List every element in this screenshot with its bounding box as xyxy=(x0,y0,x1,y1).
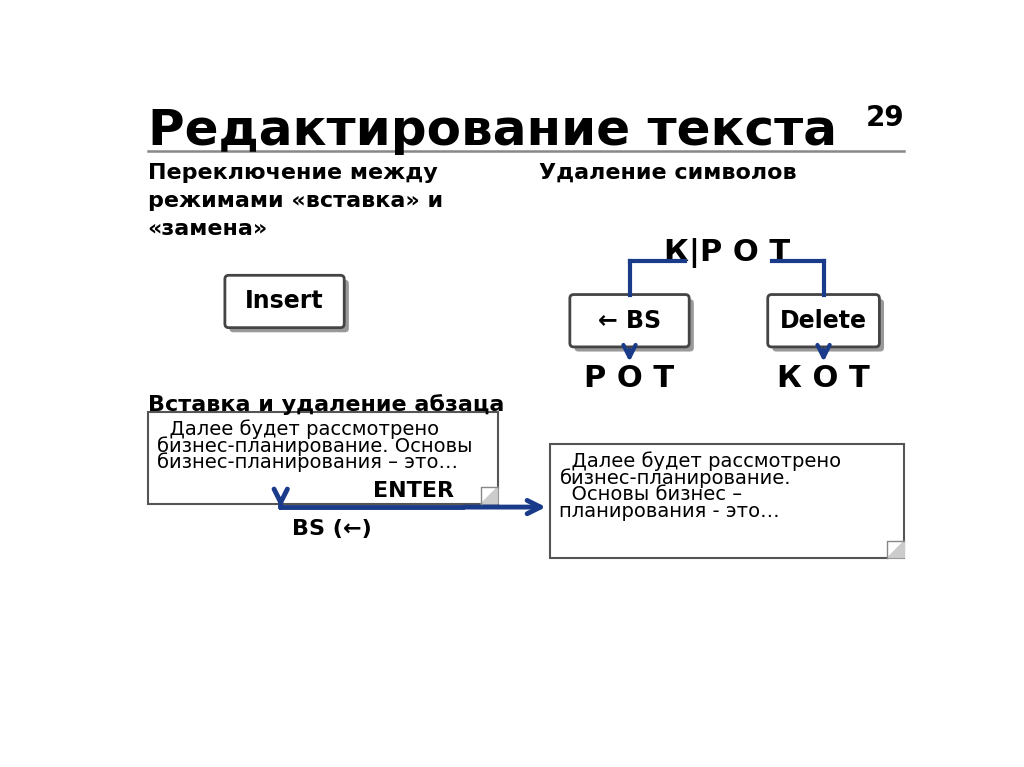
FancyBboxPatch shape xyxy=(569,295,689,347)
Text: Основы бизнес –: Основы бизнес – xyxy=(559,485,742,504)
Text: К|Р О Т: К|Р О Т xyxy=(665,238,791,268)
FancyBboxPatch shape xyxy=(574,299,694,351)
Bar xyxy=(147,412,498,504)
Text: Вставка и удаление абзаца: Вставка и удаление абзаца xyxy=(147,394,504,415)
Text: ENTER: ENTER xyxy=(373,481,454,501)
Text: бизнес-планирования – это…: бизнес-планирования – это… xyxy=(157,453,458,472)
Text: Удаление символов: Удаление символов xyxy=(539,163,797,183)
Text: бизнес-планирование. Основы: бизнес-планирование. Основы xyxy=(157,436,472,456)
Text: планирования - это…: планирования - это… xyxy=(559,502,780,521)
Text: бизнес-планирование.: бизнес-планирование. xyxy=(559,469,791,488)
Text: Далее будет рассмотрено: Далее будет рассмотрено xyxy=(157,420,439,439)
FancyBboxPatch shape xyxy=(229,280,349,332)
Text: BS (←): BS (←) xyxy=(292,518,372,538)
Text: Insert: Insert xyxy=(245,289,324,314)
Text: Delete: Delete xyxy=(780,309,867,333)
Text: Редактирование текста: Редактирование текста xyxy=(147,107,837,155)
Polygon shape xyxy=(888,541,904,558)
Text: Переключение между
режимами «вставка» и
«замена»: Переключение между режимами «вставка» и … xyxy=(147,163,442,239)
FancyBboxPatch shape xyxy=(772,299,884,351)
Bar xyxy=(550,444,904,558)
Text: Р О Т: Р О Т xyxy=(585,364,675,393)
Polygon shape xyxy=(481,487,498,504)
Text: ← BS: ← BS xyxy=(598,309,662,333)
Text: 29: 29 xyxy=(865,104,904,132)
FancyBboxPatch shape xyxy=(225,275,344,328)
Text: Далее будет рассмотрено: Далее будет рассмотрено xyxy=(559,452,842,471)
FancyBboxPatch shape xyxy=(768,295,880,347)
Text: К О Т: К О Т xyxy=(777,364,870,393)
